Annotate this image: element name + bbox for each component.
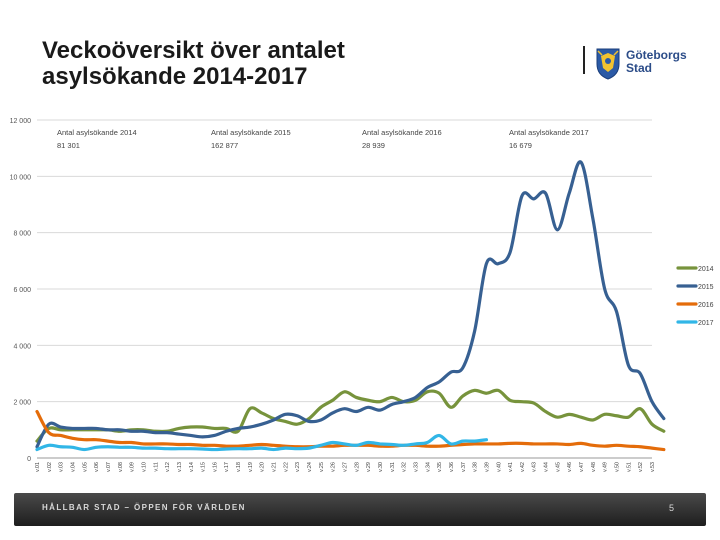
legend-label: 2016 (698, 302, 714, 309)
x-tick-label: v.45 (555, 462, 561, 472)
x-tick-label: v.13 (177, 462, 183, 472)
x-tick-label: v.22 (283, 462, 289, 472)
x-tick-label: v.18 (236, 462, 242, 472)
x-tick-label: v.20 (260, 462, 266, 472)
x-tick-label: v.38 (473, 462, 479, 472)
legend-label: 2015 (698, 284, 714, 291)
x-tick-label: v.19 (248, 462, 254, 472)
page-number: 5 (668, 503, 674, 513)
x-tick-label: v.24 (307, 462, 313, 472)
x-tick-label: v.42 (520, 462, 526, 472)
logo-text-line1: Göteborgs (626, 48, 687, 62)
x-tick-label: v.08 (118, 462, 124, 472)
x-tick-label: v.49 (603, 462, 609, 472)
annotation-label: Antal asylsökande 2016 (362, 128, 442, 137)
annotation-value: 81 301 (57, 141, 80, 150)
series-line-2014 (35, 388, 666, 443)
goteborgs-stad-logo: Göteborgs Stad (594, 46, 704, 82)
x-tick-label: v.25 (319, 462, 325, 472)
y-tick-label: 10 000 (10, 174, 32, 181)
annotation-label: Antal asylsökande 2014 (57, 128, 137, 137)
y-tick-label: 4 000 (13, 343, 31, 350)
x-tick-label: v.02 (47, 462, 53, 472)
legend-label: 2014 (698, 266, 714, 273)
annotation-value: 28 939 (362, 141, 385, 150)
x-tick-label: v.07 (106, 462, 112, 472)
x-tick-label: v.31 (390, 462, 396, 472)
x-tick-label: v.53 (650, 462, 656, 472)
x-tick-label: v.35 (437, 462, 443, 472)
x-tick-label: v.37 (461, 462, 467, 472)
annotation-label: Antal asylsökande 2017 (509, 128, 589, 137)
x-tick-label: v.36 (449, 462, 455, 472)
x-tick-label: v.32 (402, 462, 408, 472)
x-tick-label: v.26 (331, 462, 337, 472)
x-tick-label: v.33 (413, 462, 419, 472)
x-tick-label: v.17 (224, 462, 230, 472)
slide-title: Veckoöversikt över antalet asylsökande 2… (42, 37, 345, 90)
y-tick-label: 12 000 (10, 118, 32, 125)
title-divider (583, 46, 585, 74)
annotation-value: 16 679 (509, 141, 532, 150)
coat-of-arms-icon (596, 48, 620, 80)
y-tick-label: 8 000 (13, 231, 31, 238)
x-tick-label: v.43 (532, 462, 538, 472)
y-tick-label: 0 (27, 456, 31, 463)
x-tick-label: v.27 (343, 462, 349, 472)
footer-slogan: HÅLLBAR STAD – ÖPPEN FÖR VÄRLDEN (42, 503, 246, 512)
x-tick-label: v.30 (378, 462, 384, 472)
x-tick-label: v.15 (201, 462, 207, 472)
x-tick-label: v.40 (496, 462, 502, 472)
x-tick-label: v.48 (591, 462, 597, 472)
y-tick-label: 6 000 (13, 287, 31, 294)
x-tick-label: v.11 (153, 462, 159, 472)
x-tick-label: v.09 (130, 462, 136, 472)
footer-bar: HÅLLBAR STAD – ÖPPEN FÖR VÄRLDEN 5 (14, 493, 706, 526)
x-tick-label: v.01 (35, 462, 41, 472)
x-tick-label: v.21 (272, 462, 278, 472)
x-tick-label: v.12 (165, 462, 171, 472)
x-tick-label: v.23 (295, 462, 301, 472)
y-tick-label: 2 000 (13, 400, 31, 407)
x-tick-label: v.50 (615, 462, 621, 472)
x-tick-label: v.47 (579, 462, 585, 472)
annotation-value: 162 877 (211, 141, 238, 150)
x-tick-label: v.10 (141, 462, 147, 472)
logo-text-line2: Stad (626, 61, 653, 75)
x-tick-label: v.52 (638, 462, 644, 472)
x-tick-label: v.14 (189, 462, 195, 472)
x-tick-label: v.44 (544, 462, 550, 472)
x-tick-label: v.28 (354, 462, 360, 472)
x-tick-label: v.39 (484, 462, 490, 472)
x-tick-label: v.03 (59, 462, 65, 472)
x-tick-label: v.29 (366, 462, 372, 472)
x-tick-label: v.41 (508, 462, 514, 472)
x-tick-label: v.46 (567, 462, 573, 472)
legend-label: 2017 (698, 320, 714, 327)
x-tick-label: v.16 (212, 462, 218, 472)
x-tick-label: v.51 (626, 462, 632, 472)
logo-text: Göteborgs Stad (626, 49, 687, 75)
x-tick-label: v.34 (425, 462, 431, 472)
annotation-label: Antal asylsökande 2015 (211, 128, 291, 137)
series-line-2015 (35, 160, 666, 449)
x-tick-label: v.05 (82, 462, 88, 472)
asylum-seekers-line-chart: 0 2 000 4 000 6 000 8 000 10 000 12 000 v.01 v.0… (10, 118, 714, 472)
x-tick-label: v.06 (94, 462, 100, 472)
x-tick-label: v.04 (70, 462, 76, 472)
series-line-2017 (35, 433, 489, 452)
